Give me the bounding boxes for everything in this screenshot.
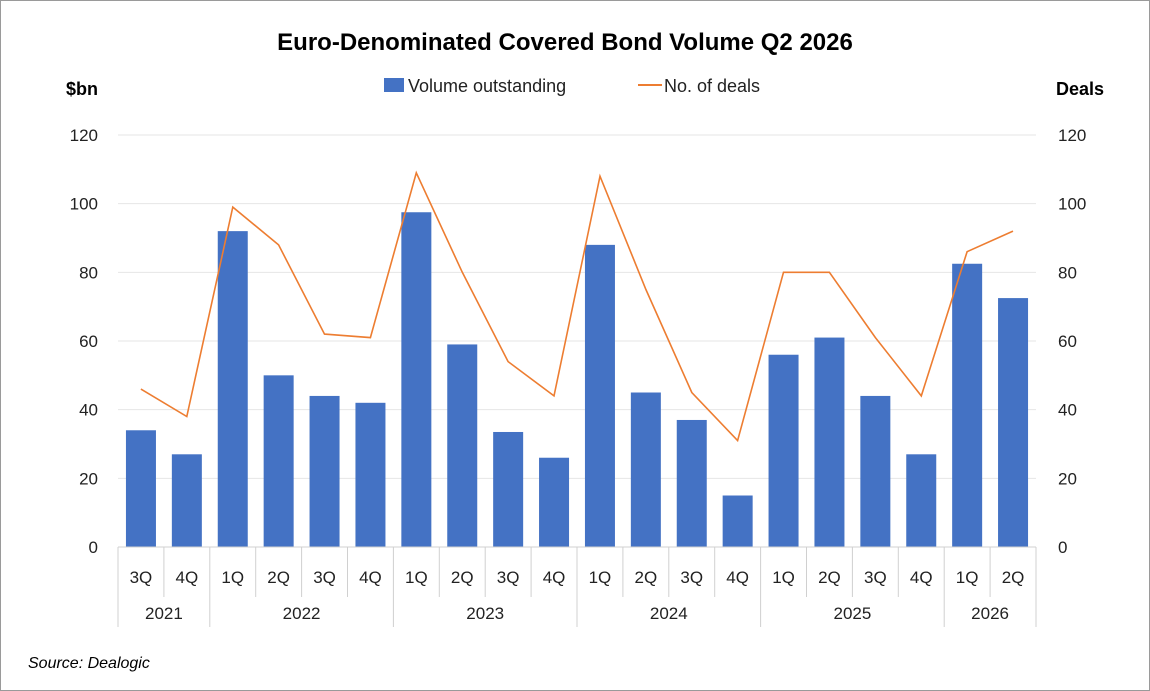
bar-volume-2q: [814, 337, 845, 547]
legend-label-volume: Volume outstanding: [408, 76, 566, 96]
bar-volume-2q: [630, 392, 661, 547]
year-label: 2024: [650, 604, 688, 623]
right-tick-label: 40: [1058, 401, 1077, 420]
quarter-label: 3Q: [680, 568, 703, 587]
bar-volume-3q: [309, 395, 340, 547]
quarter-label: 4Q: [543, 568, 566, 587]
bar-volume-2q: [998, 298, 1029, 547]
quarter-label: 4Q: [910, 568, 933, 587]
bar-volume-4q: [355, 402, 386, 547]
year-label: 2025: [833, 604, 871, 623]
quarter-label: 2Q: [451, 568, 474, 587]
source-note: Source: Dealogic: [28, 655, 150, 672]
line-deals: [140, 170, 1014, 443]
quarter-label: 1Q: [221, 568, 244, 587]
quarter-label: 3Q: [130, 568, 153, 587]
quarter-label: 2Q: [818, 568, 841, 587]
right-tick-label: 80: [1058, 263, 1077, 282]
bar-volume-1q: [768, 354, 799, 547]
quarter-label: 1Q: [956, 568, 979, 587]
bar-volume-2q: [447, 344, 478, 547]
left-tick-label: 40: [79, 401, 98, 420]
left-tick-label: 60: [79, 332, 98, 351]
year-label: 2026: [971, 604, 1009, 623]
quarter-label: 2Q: [635, 568, 658, 587]
quarter-label: 3Q: [864, 568, 887, 587]
quarter-label: 4Q: [359, 568, 382, 587]
bar-volume-3q: [676, 419, 707, 547]
right-tick-label: 100: [1058, 195, 1086, 214]
year-label: 2022: [283, 604, 321, 623]
right-tick-label: 120: [1058, 126, 1086, 145]
quarter-label: 2Q: [1002, 568, 1025, 587]
legend-label-deals: No. of deals: [664, 76, 760, 96]
year-label: 2023: [466, 604, 504, 623]
bar-volume-1q: [217, 231, 248, 547]
bar-volume-2q: [263, 375, 294, 547]
right-tick-label: 20: [1058, 469, 1077, 488]
quarter-label: 4Q: [726, 568, 749, 587]
bar-volume-3q: [493, 431, 524, 547]
bar-volume-4q: [539, 457, 570, 547]
left-tick-label: 20: [79, 469, 98, 488]
bar-volume-3q: [860, 395, 891, 547]
quarter-label: 3Q: [497, 568, 520, 587]
left-tick-label: 80: [79, 263, 98, 282]
quarter-label: 3Q: [313, 568, 336, 587]
legend-swatch-volume: [384, 78, 404, 92]
quarter-label: 1Q: [772, 568, 795, 587]
bar-volume-4q: [906, 454, 937, 547]
quarter-label: 1Q: [589, 568, 612, 587]
bar-volume-4q: [171, 454, 202, 547]
chart-title: Euro-Denominated Covered Bond Volume Q2 …: [277, 29, 853, 56]
year-label: 2021: [145, 604, 183, 623]
right-tick-label: 60: [1058, 332, 1077, 351]
quarter-label: 4Q: [176, 568, 199, 587]
left-tick-label: 100: [70, 195, 98, 214]
quarter-label: 1Q: [405, 568, 428, 587]
bar-volume-1q: [584, 244, 615, 547]
bar-volume-4q: [722, 495, 753, 547]
left-tick-label: 120: [70, 126, 98, 145]
right-tick-label: 0: [1058, 538, 1067, 557]
bar-volume-1q: [952, 263, 983, 547]
quarter-label: 2Q: [267, 568, 290, 587]
legend: Volume outstanding No. of deals: [384, 76, 760, 96]
left-tick-label: 0: [89, 538, 98, 557]
left-axis-title: $bn: [66, 79, 98, 99]
bar-volume-1q: [401, 212, 432, 547]
bar-volume-3q: [125, 430, 156, 547]
right-axis-title: Deals: [1056, 79, 1104, 99]
